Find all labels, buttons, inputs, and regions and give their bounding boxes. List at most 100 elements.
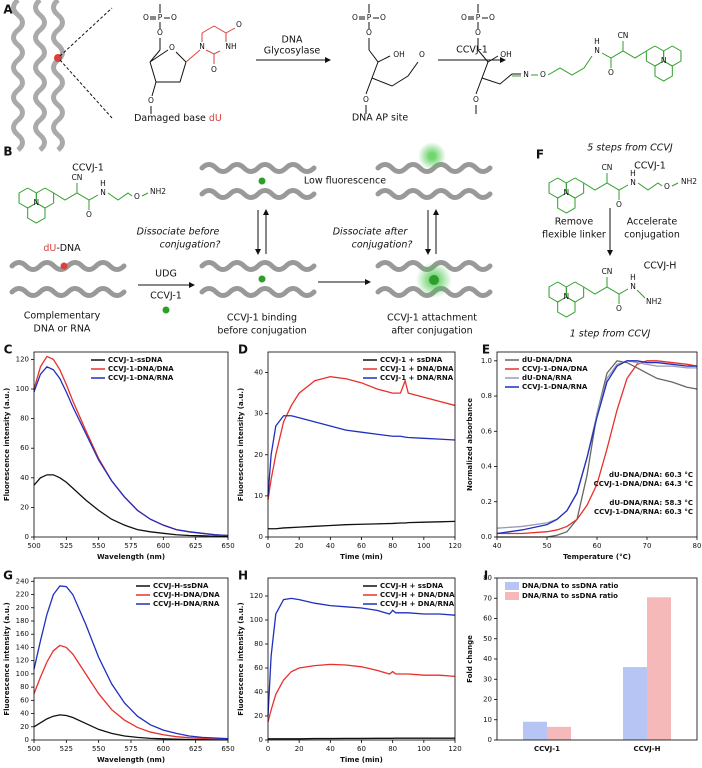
y-tick-label: 120 — [16, 657, 29, 665]
label: O — [352, 13, 358, 22]
bond — [481, 73, 521, 85]
label: O — [366, 28, 372, 37]
strand — [33, 0, 47, 152]
x-tick-label: 625 — [189, 745, 202, 753]
label: 1 step from CCVJ — [570, 329, 651, 340]
label: CCVJ-1 — [634, 161, 666, 172]
label: O — [171, 13, 177, 22]
bond — [53, 192, 99, 201]
x-tick-label: CCVJ-H — [633, 745, 660, 753]
label: CCVJ-H — [644, 261, 677, 272]
label: N — [523, 70, 529, 79]
y-tick-label: 80 — [483, 574, 492, 582]
dot — [60, 262, 68, 270]
bond — [671, 182, 679, 187]
x-tick-label: 600 — [157, 745, 170, 753]
bond — [377, 55, 391, 63]
plot-frame — [267, 351, 456, 538]
label: F — [536, 148, 544, 162]
y-tick-label: 1.0 — [481, 357, 492, 365]
x-axis-title: Temperature (°C) — [563, 553, 631, 561]
bond — [583, 182, 629, 191]
label: C — [4, 343, 13, 357]
dashed-line — [59, 59, 113, 119]
label: CCVJ-1 — [72, 163, 104, 174]
label: DNA — [282, 35, 303, 46]
legend-label: CCVJ-H-DNA/DNA — [153, 591, 220, 599]
y-tick-label: 40 — [20, 474, 29, 482]
label: O — [236, 20, 242, 29]
bond — [475, 49, 489, 95]
legend-label: CCVJ-1 + DNA/DNA — [380, 365, 454, 373]
plot-frame — [267, 577, 456, 741]
x-tick-label: 120 — [448, 745, 461, 753]
label: P — [476, 13, 481, 22]
strand — [199, 286, 317, 298]
bar — [523, 721, 547, 740]
dot — [258, 275, 266, 283]
strand — [9, 260, 127, 272]
strand — [199, 188, 317, 200]
label: D — [238, 343, 248, 357]
label: O — [211, 65, 217, 74]
y-tick-label: 40 — [20, 710, 29, 718]
y-tick-label: 0.8 — [481, 392, 492, 400]
y-tick-label: 80 — [254, 640, 263, 648]
x-tick-label: 0 — [266, 745, 270, 753]
label: O — [489, 13, 495, 22]
label: CCVJ-1 binding — [227, 313, 297, 324]
label: CN — [602, 163, 613, 172]
label: N — [630, 282, 636, 291]
y-tick-label: 10 — [483, 716, 492, 724]
legend-label: CCVJ-1 + ssDNA — [380, 356, 443, 364]
x-tick-label: 575 — [124, 542, 137, 550]
bond — [636, 289, 646, 299]
x-tick-label: 525 — [60, 745, 73, 753]
label: Remove — [555, 217, 594, 228]
y-axis-title: Fluorescence intensity (a.u.) — [237, 602, 245, 715]
y-tick-label: 20 — [254, 712, 263, 720]
legend-label: CCVJ-1-DNA/DNA — [522, 365, 588, 373]
bond — [583, 286, 629, 295]
legend-label: CCVJ-H-DNA/RNA — [153, 600, 220, 608]
dot — [258, 177, 266, 185]
data-line — [33, 644, 229, 740]
label: conjugation — [624, 230, 680, 241]
x-tick-label: 40 — [326, 542, 335, 550]
label: H — [630, 273, 636, 282]
y-tick-label: 20 — [254, 451, 263, 459]
bond — [213, 25, 227, 42]
label: conjugation? — [160, 240, 221, 251]
strand — [11, 0, 25, 152]
y-tick-label: 120 — [16, 355, 29, 363]
y-tick-label: 0.0 — [481, 533, 492, 541]
legend-label: CCVJ-1-DNA/RNA — [522, 383, 588, 391]
x-tick-label: 70 — [643, 542, 652, 550]
legend-label: CCVJ-1 + DNA/RNA — [380, 374, 454, 382]
dot — [429, 275, 439, 285]
label: CN — [72, 173, 83, 182]
legend-label: dU-DNA/RNA — [522, 374, 572, 382]
y-tick-label: 10 — [254, 492, 263, 500]
label: O — [419, 50, 425, 59]
label: Low fluorescence — [304, 176, 386, 187]
strand — [199, 162, 317, 174]
label: O — [608, 68, 614, 77]
y-tick-label: 0.2 — [481, 498, 492, 506]
label: O — [157, 28, 163, 37]
dot — [162, 306, 170, 314]
label: P — [367, 13, 372, 22]
y-tick-label: 180 — [16, 617, 29, 625]
label: Glycosylase — [264, 46, 321, 57]
y-tick-label: 0 — [488, 736, 492, 744]
y-tick-label: 160 — [16, 630, 29, 638]
label: NH — [225, 42, 236, 51]
label: O — [540, 70, 546, 79]
y-tick-label: 0.6 — [481, 427, 493, 435]
label: O — [86, 210, 92, 219]
label: O — [363, 95, 369, 104]
y-tick-label: 40 — [254, 688, 263, 696]
label: flexible linker — [542, 230, 606, 241]
